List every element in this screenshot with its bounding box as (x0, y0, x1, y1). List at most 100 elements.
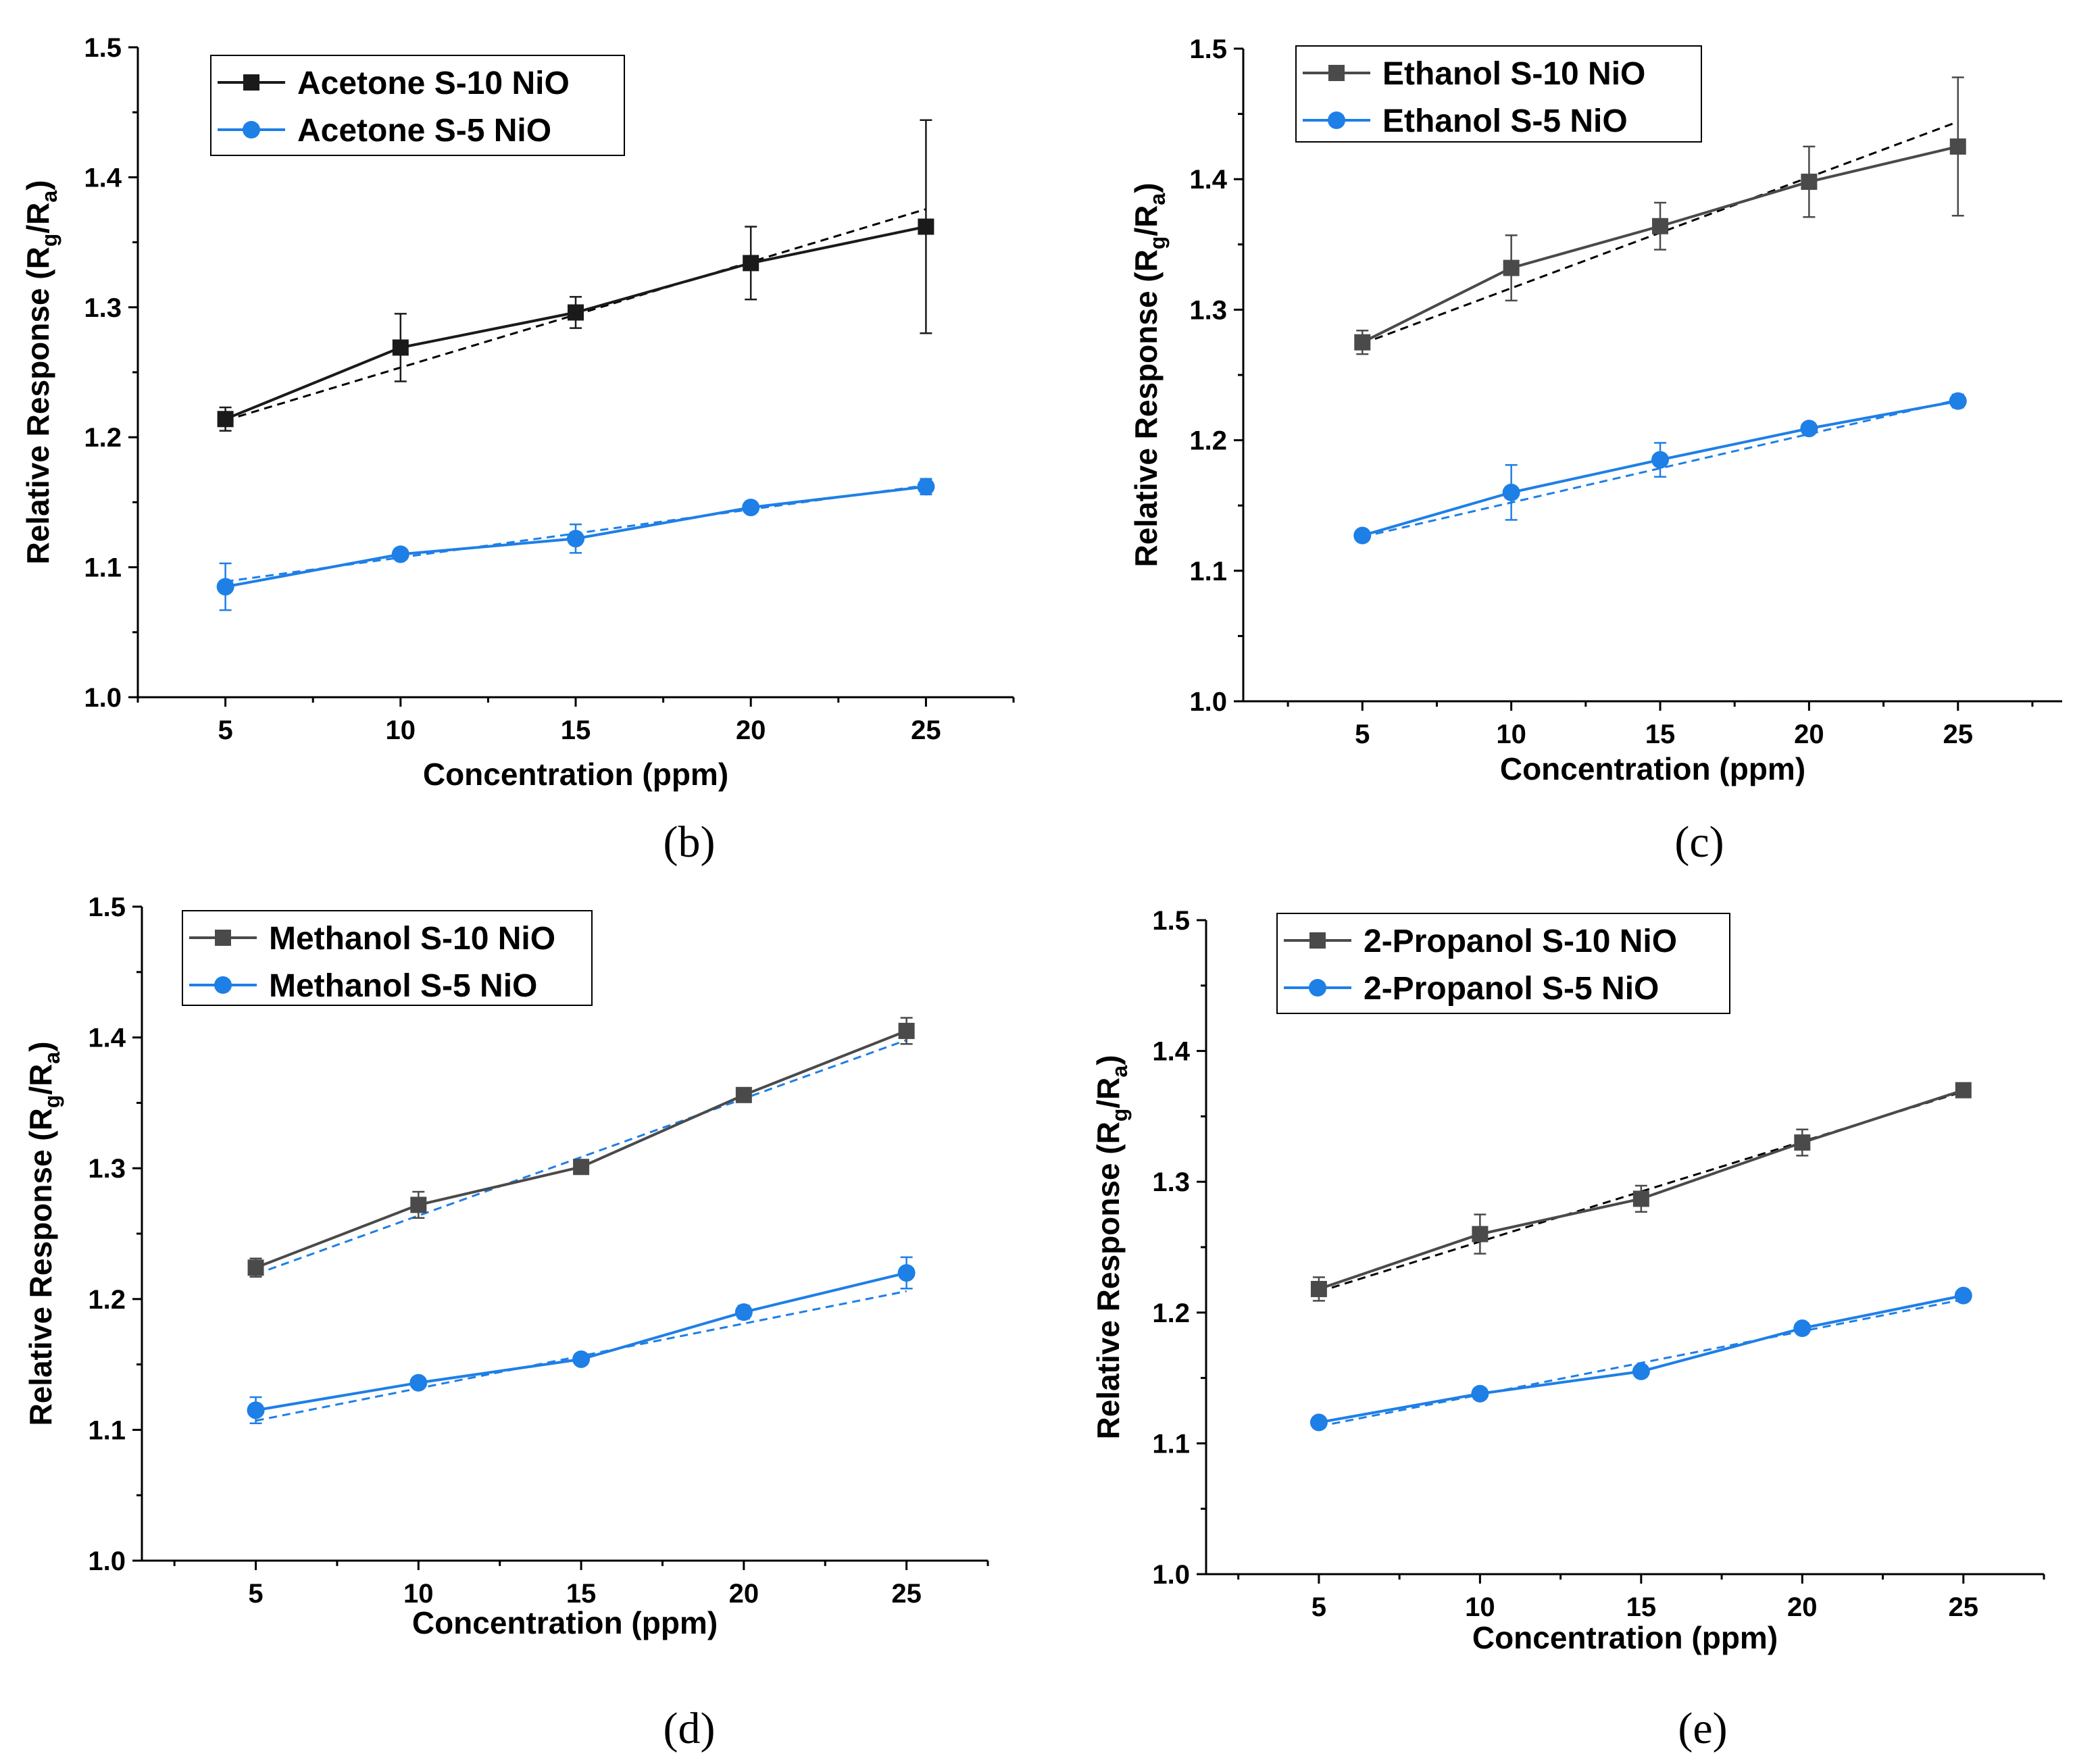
y-tick-label: 1.2 (88, 1285, 126, 1315)
y-axis-title-part: g (1107, 1109, 1132, 1122)
y-axis-title-part: ) (1091, 1055, 1126, 1065)
x-tick-label: 15 (566, 1579, 597, 1609)
x-tick-label: 5 (218, 715, 232, 745)
data-point (1472, 1226, 1489, 1242)
data-point (1353, 526, 1372, 545)
data-point (392, 339, 409, 356)
y-tick-label: 1.4 (84, 163, 122, 193)
data-point (917, 478, 935, 496)
legend-marker (1309, 932, 1326, 949)
x-tick-label: 15 (561, 715, 591, 745)
y-axis-title: Relative Response (Rg/Ra) (23, 1041, 64, 1426)
y-axis-title-part: g (37, 234, 61, 247)
y-axis-title-part: a (37, 191, 61, 203)
x-tick-label: 10 (1465, 1592, 1495, 1622)
y-tick-label: 1.1 (88, 1415, 126, 1445)
y-tick-label: 1.5 (1189, 34, 1227, 64)
y-tick-label: 1.1 (84, 553, 122, 583)
legend-label: Acetone S-10 NiO (297, 66, 570, 101)
x-tick-label: 20 (1787, 1592, 1818, 1622)
y-axis-title-part: /R (23, 1064, 58, 1095)
data-point (1310, 1280, 1327, 1297)
y-axis-title-part: a (40, 1052, 64, 1064)
x-tick-label: 20 (1794, 720, 1824, 749)
chart-panel-0: 1.0 1.1 1.2 1.3 1.4 1.5 5 10 15 20 25 Concentration… (20, 33, 1015, 867)
data-point (567, 530, 584, 548)
data-point (1652, 218, 1669, 234)
y-axis-title-part: g (1145, 236, 1170, 250)
legend-label: Ethanol S-10 NiO (1382, 56, 1645, 92)
y-tick-label: 1.0 (84, 683, 122, 713)
y-axis-title-part: Relative Response (R (1091, 1122, 1126, 1439)
data-point (410, 1196, 427, 1213)
y-axis-title-part: /R (1128, 205, 1164, 236)
legend-box (182, 910, 593, 1006)
panel-label: (c) (1674, 817, 1724, 867)
x-tick-label: 20 (729, 1579, 759, 1609)
legend-label: Methanol S-5 NiO (269, 968, 537, 1004)
y-axis-title-part: Relative Response (R (20, 247, 55, 564)
y-axis-title-part: /R (1091, 1078, 1126, 1109)
series-line (1318, 1294, 1964, 1424)
x-tick-label: 25 (891, 1579, 922, 1609)
data-point (1794, 1134, 1811, 1151)
y-tick-label: 1.3 (1189, 295, 1227, 325)
x-tick-label: 20 (736, 715, 766, 745)
data-point (216, 578, 234, 596)
y-tick-label: 1.2 (84, 423, 122, 453)
data-point (391, 545, 409, 563)
x-tick-label: 5 (248, 1579, 263, 1609)
data-point (1955, 1082, 1972, 1099)
data-point (735, 1086, 752, 1103)
y-axis-title-part: g (40, 1095, 64, 1109)
fit-line (1318, 1090, 1964, 1293)
chart-panel-3: 1.0 1.1 1.2 1.3 1.4 1.5 5 10 15 20 25 Concentration… (1091, 906, 2045, 1753)
y-axis-title-part: ) (20, 180, 55, 190)
data-point (734, 1303, 753, 1321)
x-tick-label: 25 (1949, 1592, 1979, 1622)
y-tick-label: 1.0 (1189, 687, 1227, 717)
chart-panel-1: 1.0 1.1 1.2 1.3 1.4 1.5 5 10 15 20 25 Concentration… (1128, 34, 2062, 867)
legend-box (210, 55, 625, 156)
x-axis-title: Concentration (ppm) (412, 1605, 718, 1640)
series-line (255, 1271, 907, 1412)
panel-label: (d) (664, 1704, 716, 1753)
chart-panel-2: 1.0 1.1 1.2 1.3 1.4 1.5 5 10 15 20 25 Concentration… (23, 892, 989, 1753)
legend-marker (1328, 65, 1345, 81)
data-point (898, 1022, 915, 1039)
legend-label: 2-Propanol S-5 NiO (1364, 971, 1659, 1007)
x-tick-label: 10 (1496, 720, 1526, 749)
data-point (743, 255, 759, 272)
data-point (1954, 1286, 1972, 1305)
y-tick-label: 1.2 (1189, 426, 1227, 456)
data-point (1801, 174, 1818, 191)
legend-marker (1309, 979, 1326, 997)
x-tick-label: 15 (1626, 1592, 1657, 1622)
panel-label: (e) (1678, 1704, 1727, 1753)
data-point (1471, 1384, 1489, 1403)
legend-marker (215, 930, 231, 946)
y-axis-title-part: ) (23, 1041, 58, 1051)
x-tick-label: 5 (1355, 720, 1370, 749)
legend-marker (243, 74, 259, 91)
fit-line (255, 1039, 907, 1276)
y-axis-title: Relative Response (Rg/Ra) (1091, 1055, 1132, 1439)
y-axis-title-part: ) (1128, 182, 1164, 193)
x-axis-title: Concentration (ppm) (423, 757, 728, 792)
data-point (1793, 1319, 1812, 1338)
y-tick-label: 1.3 (1152, 1167, 1190, 1197)
y-axis-title-part: /R (20, 203, 55, 234)
y-axis-title-part: a (1145, 193, 1170, 205)
data-point (1949, 392, 1967, 410)
data-point (1309, 1413, 1328, 1432)
data-point (247, 1259, 264, 1276)
data-point (1800, 420, 1818, 438)
y-axis-title-part: Relative Response (R (1128, 249, 1164, 567)
legend-label: Acetone S-5 NiO (297, 113, 551, 149)
x-tick-label: 10 (386, 715, 416, 745)
data-point (572, 1350, 591, 1368)
y-tick-label: 1.4 (1152, 1037, 1190, 1067)
x-tick-label: 25 (911, 715, 941, 745)
data-point (897, 1264, 916, 1282)
series-line (255, 1030, 907, 1269)
